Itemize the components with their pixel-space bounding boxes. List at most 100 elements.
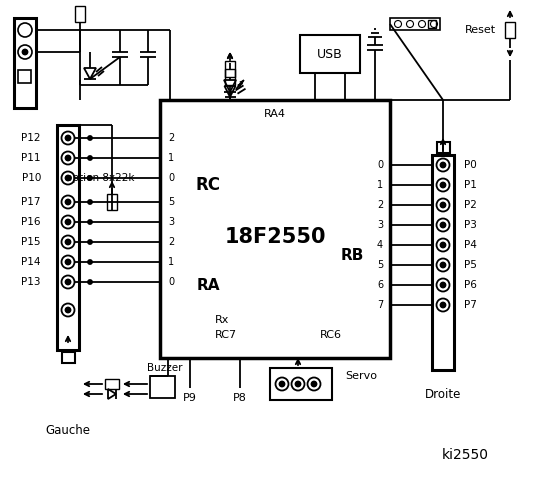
Circle shape	[295, 382, 300, 386]
Text: P13: P13	[22, 277, 41, 287]
Text: USB: USB	[317, 48, 343, 60]
Circle shape	[88, 136, 92, 140]
Bar	[150, 376, 175, 398]
Text: P15: P15	[22, 237, 41, 247]
Circle shape	[88, 240, 92, 244]
Text: 3: 3	[168, 217, 174, 227]
Circle shape	[430, 21, 437, 27]
Text: Servo: Servo	[345, 371, 377, 381]
Text: 0: 0	[168, 277, 174, 287]
Circle shape	[436, 259, 450, 272]
Text: 2: 2	[168, 237, 174, 247]
Text: P10: P10	[22, 173, 41, 183]
Text: 2: 2	[168, 133, 174, 143]
Text: P8: P8	[233, 393, 247, 403]
Text: 1: 1	[168, 257, 174, 267]
Circle shape	[65, 156, 70, 160]
Bar	[107, 194, 117, 210]
Circle shape	[61, 303, 75, 316]
Circle shape	[61, 132, 75, 144]
Text: 5: 5	[377, 260, 383, 270]
Text: Gauche: Gauche	[45, 423, 91, 436]
Text: 1: 1	[168, 153, 174, 163]
Text: 2: 2	[377, 200, 383, 210]
Text: P7: P7	[464, 300, 477, 310]
Bar	[105, 379, 119, 389]
Circle shape	[61, 216, 75, 228]
Text: P17: P17	[22, 197, 41, 207]
Text: P16: P16	[22, 217, 41, 227]
Bar	[300, 35, 360, 73]
Text: P11: P11	[22, 153, 41, 163]
Text: RA: RA	[196, 277, 220, 292]
Circle shape	[436, 239, 450, 252]
Circle shape	[88, 156, 92, 160]
Text: option 8x22k: option 8x22k	[66, 173, 134, 183]
Circle shape	[441, 242, 446, 248]
Bar	[390, 18, 440, 30]
Text: ki2550: ki2550	[441, 448, 488, 462]
Circle shape	[441, 283, 446, 288]
Bar	[75, 6, 85, 22]
Circle shape	[65, 135, 70, 141]
Circle shape	[88, 200, 92, 204]
Text: 7: 7	[377, 300, 383, 310]
Circle shape	[61, 195, 75, 208]
Text: RB: RB	[340, 248, 364, 263]
Bar	[225, 61, 235, 77]
Circle shape	[61, 236, 75, 249]
Circle shape	[436, 199, 450, 212]
Circle shape	[65, 176, 70, 180]
Bar	[14, 18, 36, 108]
Text: 0: 0	[377, 160, 383, 170]
Circle shape	[65, 308, 70, 312]
Circle shape	[441, 203, 446, 207]
Circle shape	[279, 382, 284, 386]
Circle shape	[441, 163, 446, 168]
Text: P6: P6	[464, 280, 477, 290]
Circle shape	[65, 260, 70, 264]
Text: P5: P5	[464, 260, 477, 270]
Text: P3: P3	[464, 220, 477, 230]
Text: 5: 5	[168, 197, 174, 207]
Bar	[62, 352, 75, 363]
Circle shape	[88, 280, 92, 284]
Text: RC6: RC6	[320, 330, 342, 340]
Text: Droite: Droite	[425, 388, 461, 401]
Circle shape	[88, 260, 92, 264]
Text: P2: P2	[464, 200, 477, 210]
Circle shape	[61, 171, 75, 184]
Text: 4: 4	[377, 240, 383, 250]
Circle shape	[65, 279, 70, 285]
Bar	[225, 69, 235, 85]
Circle shape	[436, 278, 450, 291]
Bar	[18, 70, 31, 83]
Text: P1: P1	[464, 180, 477, 190]
Circle shape	[436, 299, 450, 312]
Text: Rx: Rx	[215, 315, 229, 325]
Circle shape	[61, 276, 75, 288]
Circle shape	[394, 21, 401, 27]
Circle shape	[311, 382, 316, 386]
Text: RC: RC	[196, 176, 221, 194]
Text: P14: P14	[22, 257, 41, 267]
Text: P0: P0	[464, 160, 477, 170]
Circle shape	[436, 218, 450, 231]
Circle shape	[441, 302, 446, 308]
Bar	[437, 142, 450, 153]
Circle shape	[88, 220, 92, 224]
Text: 1: 1	[377, 180, 383, 190]
Circle shape	[65, 240, 70, 244]
Circle shape	[291, 377, 305, 391]
Circle shape	[419, 21, 425, 27]
Circle shape	[18, 23, 32, 37]
Text: 18F2550: 18F2550	[225, 227, 326, 247]
Bar	[270, 368, 332, 400]
Circle shape	[88, 176, 92, 180]
Bar	[432, 155, 454, 370]
Text: 0: 0	[168, 173, 174, 183]
Circle shape	[65, 219, 70, 225]
Circle shape	[436, 158, 450, 171]
Text: P12: P12	[22, 133, 41, 143]
Bar	[57, 125, 79, 350]
